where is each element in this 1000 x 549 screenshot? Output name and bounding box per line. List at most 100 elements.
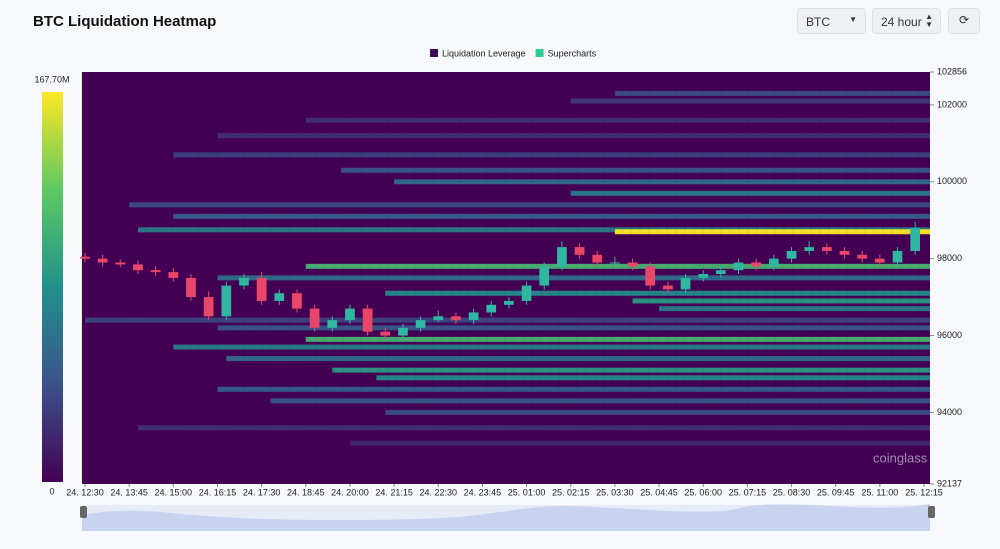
heat-band (173, 152, 930, 158)
caret: ▼ (849, 15, 857, 24)
candle-body (857, 254, 868, 259)
y-tick-label: 100000 (937, 176, 967, 186)
heat-band (137, 425, 930, 431)
candle-body (557, 247, 567, 267)
navigator-area (82, 504, 930, 531)
candle-body (910, 227, 921, 251)
x-tick-label: 24. 21:15 (375, 487, 413, 497)
heat-band (173, 213, 930, 219)
candle-body (150, 270, 161, 273)
candle-body (486, 304, 497, 313)
heat-band (385, 290, 930, 296)
candle-body (115, 262, 126, 265)
candle-body (398, 327, 408, 336)
heat-band (217, 386, 930, 392)
heat-band (137, 227, 930, 233)
x-tick-label: 24. 23:45 (464, 487, 502, 497)
heat-band (305, 336, 931, 342)
heat-band (217, 133, 930, 139)
candle-body (839, 250, 850, 255)
x-tick-label: 25. 02:15 (552, 487, 590, 497)
watermark: coinglass (873, 450, 928, 465)
x-tick-label: 25. 04:45 (640, 487, 678, 497)
x-tick-label: 24. 13:45 (110, 487, 148, 497)
y-tick-label: 102856 (937, 66, 967, 76)
heat-band (173, 344, 930, 350)
heat-band (226, 356, 930, 362)
x-tick-label: 24. 18:45 (287, 487, 325, 497)
candle-body (345, 308, 355, 321)
x-tick-label: 25. 09:45 (817, 487, 855, 497)
heat-band (570, 98, 930, 104)
candle-body (309, 308, 320, 328)
x-tick-label: 24. 20:00 (331, 487, 369, 497)
y-tick-label: 94000 (937, 407, 962, 417)
heat-band (570, 190, 930, 196)
y-tick-label: 92137 (937, 478, 962, 488)
candle-body (821, 247, 832, 251)
candle-body (133, 264, 143, 271)
y-tick-label: 96000 (937, 330, 962, 340)
legend-label[interactable]: Liquidation Leverage (442, 48, 526, 58)
candle-body (380, 331, 391, 336)
navigator-handle[interactable] (928, 506, 935, 518)
candle-body (592, 254, 603, 263)
heat-band (341, 167, 930, 173)
candle-body (698, 274, 709, 278)
heat-band (217, 275, 930, 281)
heat-band (385, 409, 930, 415)
candle-body (645, 266, 656, 286)
x-tick-label: 24. 15:00 (155, 487, 193, 497)
candle-body (327, 320, 338, 328)
candle-body (468, 312, 479, 321)
heat-band (376, 375, 930, 381)
candle-body (433, 316, 444, 321)
candle-body (97, 258, 108, 263)
candle-body (521, 285, 532, 301)
candle-body (874, 258, 885, 263)
candle-body (186, 277, 196, 298)
candle-body (274, 293, 285, 301)
symbol-label: BTC (806, 15, 830, 29)
heat-band (614, 90, 930, 96)
navigator-handle[interactable] (80, 506, 87, 518)
legend-label[interactable]: Supercharts (548, 48, 597, 58)
page-title: BTC Liquidation Heatmap (33, 13, 217, 30)
spinner: ▲ ▼ (925, 12, 933, 29)
heat-band (659, 306, 930, 312)
candle-body (786, 250, 797, 259)
candle-body (239, 277, 249, 286)
candle-body (804, 247, 815, 251)
candle-body (80, 256, 90, 259)
candle-body (415, 320, 426, 328)
range-select[interactable]: 24 hour ▲ ▼ (872, 8, 941, 34)
candle-body (751, 262, 762, 267)
x-tick-label: 25. 11:00 (861, 487, 898, 497)
candle-body (892, 250, 903, 263)
candle-body (680, 277, 691, 290)
candle-body (610, 262, 620, 264)
x-tick-label: 25. 01:00 (508, 487, 546, 497)
x-tick-label: 24. 16:15 (199, 487, 237, 497)
candle-body (504, 300, 514, 305)
symbol-select[interactable]: BTC ▼ (797, 8, 866, 34)
candle-body (292, 293, 302, 309)
candle-body (203, 297, 214, 317)
heat-band (349, 440, 930, 446)
colorbar (42, 92, 63, 482)
heat-band (85, 317, 930, 323)
x-tick-label: 24. 12:30 (66, 487, 104, 497)
candle-body (716, 270, 726, 275)
x-tick-label: 24. 22:30 (419, 487, 457, 497)
candle-body (168, 272, 179, 278)
heat-band (270, 398, 931, 404)
y-tick-label: 102000 (937, 99, 967, 109)
candle-body (574, 247, 585, 255)
refresh-button[interactable]: ⟳ (948, 8, 980, 34)
colorbar-label: 167.70M (34, 74, 69, 84)
x-tick-label: 25. 08:30 (773, 487, 811, 497)
candle-body (539, 266, 550, 286)
range-label: 24 hour (881, 15, 922, 29)
legend-swatch (430, 49, 438, 57)
